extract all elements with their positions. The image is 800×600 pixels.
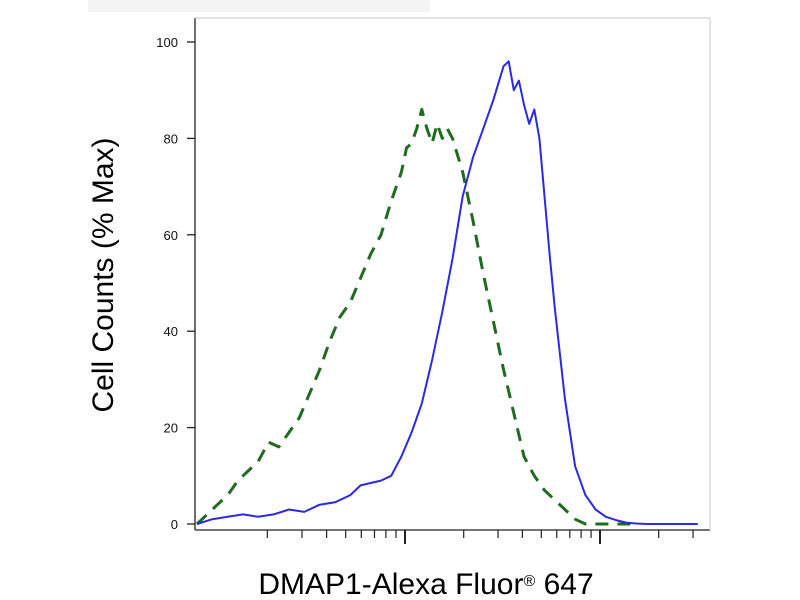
y-tick-label-0: 0 — [171, 517, 178, 532]
y-tick-label-80: 80 — [164, 131, 178, 146]
x-axis-title-suffix: 647 — [535, 568, 593, 600]
y-tick-label-20: 20 — [164, 421, 178, 436]
y-tick-label-100: 100 — [156, 35, 178, 50]
plot-frame — [194, 17, 711, 531]
y-tick-label-60: 60 — [164, 228, 178, 243]
x-axis-title-main: DMAP1-Alexa Fluor — [258, 568, 523, 600]
y-tick-labels: 0 20 40 60 80 100 — [156, 35, 178, 532]
x-ticks — [266, 530, 694, 544]
y-tick-label-40: 40 — [164, 324, 178, 339]
series-line-control — [195, 108, 637, 526]
series-line-dmap1 — [196, 60, 698, 525]
x-axis-title: DMAP1-Alexa Fluor® 647 — [258, 568, 593, 600]
header-strip — [88, 0, 430, 12]
y-axis-title: Cell Counts (% Max) — [87, 137, 120, 412]
y-ticks — [187, 41, 195, 525]
x-axis-title-registered-mark: ® — [523, 573, 535, 590]
